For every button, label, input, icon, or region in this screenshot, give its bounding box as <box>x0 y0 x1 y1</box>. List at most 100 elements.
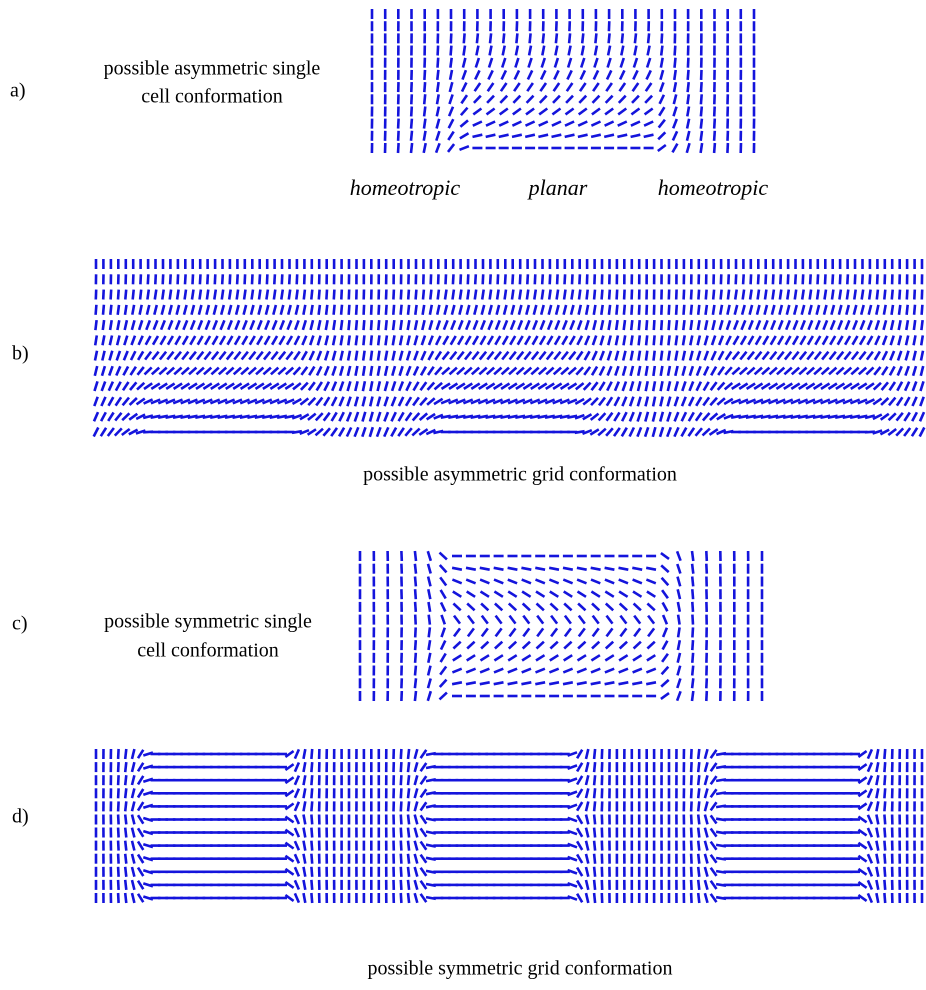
director <box>602 290 603 300</box>
director <box>415 854 418 864</box>
director <box>303 320 306 330</box>
director <box>219 352 225 360</box>
director <box>714 143 715 153</box>
director <box>363 381 365 391</box>
director <box>809 320 813 329</box>
director <box>653 366 654 376</box>
director <box>802 290 804 300</box>
director <box>687 119 689 129</box>
director <box>347 428 351 437</box>
director <box>286 352 292 360</box>
director <box>668 366 670 376</box>
director <box>108 428 114 436</box>
director <box>617 290 618 300</box>
director <box>817 305 820 315</box>
director <box>543 33 544 43</box>
director <box>424 82 425 92</box>
director <box>551 628 557 636</box>
director <box>668 381 670 391</box>
director <box>539 368 546 375</box>
director <box>720 320 723 330</box>
director <box>808 336 813 345</box>
director <box>684 290 685 300</box>
director <box>639 320 640 330</box>
director <box>334 305 335 315</box>
director <box>408 828 409 838</box>
director <box>607 628 613 636</box>
director <box>677 564 680 574</box>
director <box>502 352 508 360</box>
director <box>339 428 344 437</box>
director <box>585 336 589 345</box>
director <box>502 58 505 68</box>
panel-letter: d) <box>12 806 29 828</box>
director <box>400 320 401 330</box>
director <box>205 336 210 345</box>
director <box>482 628 488 636</box>
director <box>516 33 517 43</box>
director <box>638 351 640 361</box>
director <box>401 290 402 300</box>
director <box>606 604 613 611</box>
director <box>412 429 419 436</box>
director <box>132 867 134 877</box>
director <box>847 274 848 284</box>
director <box>577 868 582 877</box>
director <box>512 122 521 126</box>
director <box>130 398 137 405</box>
director <box>881 398 888 405</box>
director <box>122 429 130 435</box>
director <box>711 367 716 376</box>
director <box>690 336 692 346</box>
director <box>411 94 412 104</box>
director <box>475 83 481 91</box>
director <box>401 305 402 315</box>
director <box>773 274 774 284</box>
director <box>691 305 692 315</box>
director <box>139 336 143 345</box>
director <box>540 83 546 91</box>
director <box>619 592 628 597</box>
director <box>384 427 388 436</box>
director <box>578 135 588 137</box>
director <box>510 336 515 345</box>
director <box>698 815 699 825</box>
director <box>510 628 516 636</box>
director <box>371 366 373 376</box>
director <box>632 568 642 570</box>
director <box>631 122 640 126</box>
director <box>698 305 699 315</box>
director <box>211 368 218 375</box>
director <box>399 412 404 421</box>
director <box>480 568 490 570</box>
director <box>618 109 626 115</box>
director <box>691 801 692 811</box>
director <box>421 802 427 810</box>
director <box>474 320 478 329</box>
director <box>453 592 462 597</box>
director <box>527 96 534 103</box>
director <box>691 893 692 903</box>
director <box>466 669 475 673</box>
director <box>333 320 335 330</box>
director <box>607 70 611 79</box>
director <box>363 351 364 361</box>
director <box>408 854 409 864</box>
director <box>341 335 343 345</box>
director <box>586 762 588 772</box>
director <box>440 693 447 700</box>
director <box>689 412 694 421</box>
director <box>706 290 707 300</box>
director <box>424 143 426 153</box>
director <box>705 880 708 890</box>
director <box>422 320 424 330</box>
director <box>310 351 314 360</box>
director <box>450 95 453 105</box>
director <box>460 133 469 138</box>
director <box>475 70 479 79</box>
director <box>324 413 330 421</box>
director <box>645 96 652 103</box>
director <box>295 854 299 863</box>
director <box>876 762 878 772</box>
director <box>457 368 464 375</box>
